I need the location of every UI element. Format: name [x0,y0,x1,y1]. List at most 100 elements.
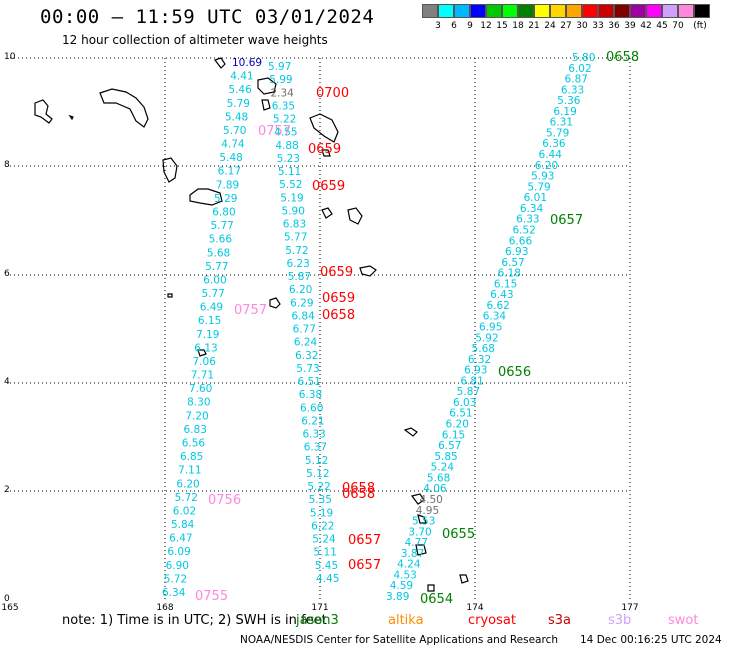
island-outline [427,584,435,592]
legend-swatch [550,4,566,18]
island-outline [167,293,173,298]
wave-height-label: 4.50 [419,494,442,506]
wave-height-label: 5.19 [280,192,303,204]
wave-height-label: 5.79 [227,98,250,110]
pass-time-label: 0658 [342,487,375,502]
wave-height-label: 4.77 [405,537,428,549]
legend-label: 24 [544,21,556,31]
legend-label: 15 [496,21,508,31]
legend-swatch [678,4,694,18]
wave-height-label: 6.33 [302,429,325,441]
legend-label: 18 [512,21,524,31]
wave-height-label: 4.55 [274,127,297,139]
wave-height-label: 6.90 [166,560,189,572]
page-subtitle: 12 hour collection of altimeter wave hei… [62,33,328,47]
wave-height-label: 6.80 [212,206,235,218]
legend-swatch [662,4,678,18]
wave-height-label: 5.23 [277,153,300,165]
y-tick-label: 10 [4,52,16,62]
wave-height-label: 7.60 [189,383,212,395]
wave-height-label: 6.87 [565,74,588,86]
legend-swatch [614,4,630,18]
legend-swatch [646,4,662,18]
pass-time-label: 0657 [348,558,381,573]
legend-label: 36 [608,21,620,31]
pass-time-label: 0756 [208,493,241,508]
wave-height-label: 5.90 [282,205,305,217]
wave-height-label: 5.11 [314,547,337,559]
wave-height-label: 6.29 [290,297,313,309]
wave-height-label: 6.01 [524,192,547,204]
wave-height-label: 6.17 [218,166,241,178]
y-tick-label: 8 [4,160,10,170]
legend-swatch [438,4,454,18]
wave-height-label: 6.49 [200,302,223,314]
wave-height-label: 6.34 [483,311,507,323]
wave-height-label: 5.72 [164,573,187,585]
wave-height-label: 4.74 [221,139,245,151]
wave-height-label: 6.18 [498,268,521,280]
wave-height-label: 6.37 [304,442,327,454]
wave-height-label: 5.77 [201,288,224,300]
wave-height-label: 6.15 [198,315,221,327]
legend-label: 3 [435,21,441,31]
wave-height-label: 2.34 [270,87,294,99]
x-tick-label: 174 [466,603,484,613]
pass-time-label: 0757 [234,303,267,318]
wave-height-label: 6.21 [301,415,324,427]
satellite-legend-item: altika [388,613,424,628]
legend-swatch [422,4,438,18]
pass-time-label: 0656 [498,365,531,380]
wave-height-label: 5.22 [273,114,296,126]
island-outline [347,207,363,225]
wave-height-label: 6.60 [300,402,323,414]
wave-height-label: 5.46 [228,84,252,96]
wave-height-label: 6.02 [568,63,591,75]
wave-height-label: 6.56 [182,438,206,450]
wave-height-label: 10.69 [232,57,262,69]
island-outline [257,77,277,95]
pass-time-label: 0757 [258,124,291,139]
wave-height-label: 5.12 [306,468,329,480]
wave-height-label: 6.77 [293,324,316,336]
color-scale-bar [422,4,710,20]
wave-height-label: 5.68 [207,247,230,259]
island-outline [459,574,469,584]
wave-height-label: 6.00 [203,274,226,286]
wave-height-label: 5.99 [269,74,292,86]
island-outline [309,113,339,143]
wave-height-label: 5.12 [305,455,328,467]
wave-height-label: 7.06 [193,356,217,368]
island-outline [321,207,333,219]
wave-height-label: 6.93 [505,246,528,258]
wave-height-label: 6.57 [438,440,461,452]
wave-height-label: 6.36 [542,138,566,150]
island-outline [321,149,331,157]
wave-height-label: 6.20 [446,419,469,431]
wave-height-label: 5.24 [431,462,455,474]
wave-height-label: 6.83 [184,424,207,436]
wave-height-label: 6.33 [516,214,539,226]
wave-height-label: 6.52 [512,224,535,236]
island-outline [162,157,178,183]
wave-height-label: 5.77 [205,261,228,273]
wave-height-label: 7.19 [196,329,219,341]
wave-height-label: 5.97 [268,61,291,73]
wave-height-label: 4.41 [230,71,253,83]
wave-height-label: 5.93 [531,171,554,183]
wave-height-label: 5.11 [278,166,301,178]
island-outline [99,88,149,128]
pass-time-label: 0658 [322,308,355,323]
wave-height-label: 5.77 [284,232,307,244]
legend-label: 12 [480,21,492,31]
pass-time-label: 0655 [442,527,475,542]
wave-height-label: 6.13 [194,342,217,354]
wave-height-label: 6.32 [295,350,318,362]
pass-time-label: 0659 [320,265,353,280]
x-tick-label: 171 [311,603,329,613]
legend-label: 30 [576,21,588,31]
wave-height-label: 6.47 [169,533,192,545]
wave-height-label: 5.87 [457,386,480,398]
wave-height-label: 6.15 [442,429,465,441]
